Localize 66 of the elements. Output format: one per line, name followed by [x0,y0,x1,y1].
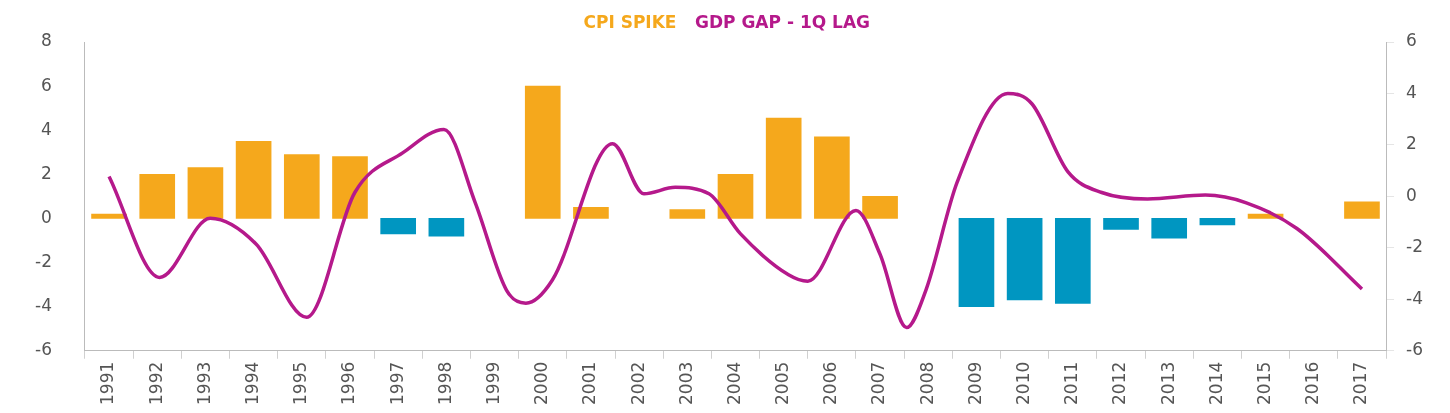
y-tick-label: 8 [41,30,52,51]
x-tick-label: 1997 [386,361,407,405]
x-tick-label: 1994 [242,361,263,405]
x-tick-label: 2006 [820,361,841,405]
bar [1344,201,1380,219]
bar [1054,218,1091,304]
y2-tick-label: 4 [1406,81,1417,102]
y2-tick-label: -6 [1406,339,1423,360]
x-tick-label: 2005 [772,361,793,405]
line-series [107,91,1364,330]
bar [283,154,320,219]
x-tick-label: 2016 [1302,361,1323,405]
y-tick-label: 2 [41,162,52,183]
x-tick-label: 2001 [579,361,600,405]
x-tick-label: 2013 [1157,361,1178,405]
bar [958,218,995,307]
y2-tick-label: -4 [1406,287,1423,308]
y-tick-label: 4 [41,118,52,139]
y-tick-label: 0 [41,206,52,227]
bar [332,156,368,219]
x-tick-label: 2017 [1350,361,1371,405]
y-tick-label: -4 [35,295,52,316]
bar [669,209,706,219]
x-tick-label: 2012 [1109,361,1130,405]
bar [765,117,802,219]
x-tick-label: 2004 [723,361,744,405]
bar [1151,218,1188,239]
bar [1103,218,1139,230]
bar [187,167,224,219]
bar [1006,218,1043,301]
y-tick-label: 6 [41,74,52,95]
y2-tick-label: 6 [1406,30,1417,51]
bar [524,85,561,219]
x-tick-label: 2000 [531,361,552,405]
bar [235,140,272,219]
y2-tick-label: 0 [1406,184,1417,205]
y-tick-label: -2 [35,250,52,271]
x-tick-label: 1992 [145,361,166,405]
bar [1199,218,1236,226]
x-tick-label: 2003 [675,361,696,405]
x-tick-label: 2015 [1254,361,1274,405]
x-tick-label: 2011 [1061,361,1082,405]
x-tick-label: 2010 [1013,361,1034,405]
x-tick-label: 1996 [338,361,359,405]
x-tick-label: 1991 [97,361,118,405]
bar [862,196,898,219]
x-tick-label: 1995 [290,361,311,405]
bar [428,218,465,237]
x-tick-label: 2009 [964,361,985,405]
y2-tick-label: -2 [1406,236,1423,257]
text: CPI SPIKE [583,11,677,32]
y2-tick-label: 2 [1406,133,1417,154]
x-tick-label: 1993 [193,361,214,405]
bar [814,136,850,219]
x-tick-label: 2014 [1205,361,1226,405]
bar [139,173,176,219]
bar [91,213,127,219]
bar [717,173,754,219]
x-tick-label: 1999 [482,361,503,405]
x-tick-label: 2008 [916,361,937,405]
bar [380,218,417,235]
x-tick-label: 2002 [627,361,648,405]
text: GDP GAP - 1Q LAG [694,11,871,32]
x-tick-label: 2007 [868,361,889,405]
y-tick-label: -6 [35,339,52,360]
x-tick-label: 1998 [434,361,455,405]
